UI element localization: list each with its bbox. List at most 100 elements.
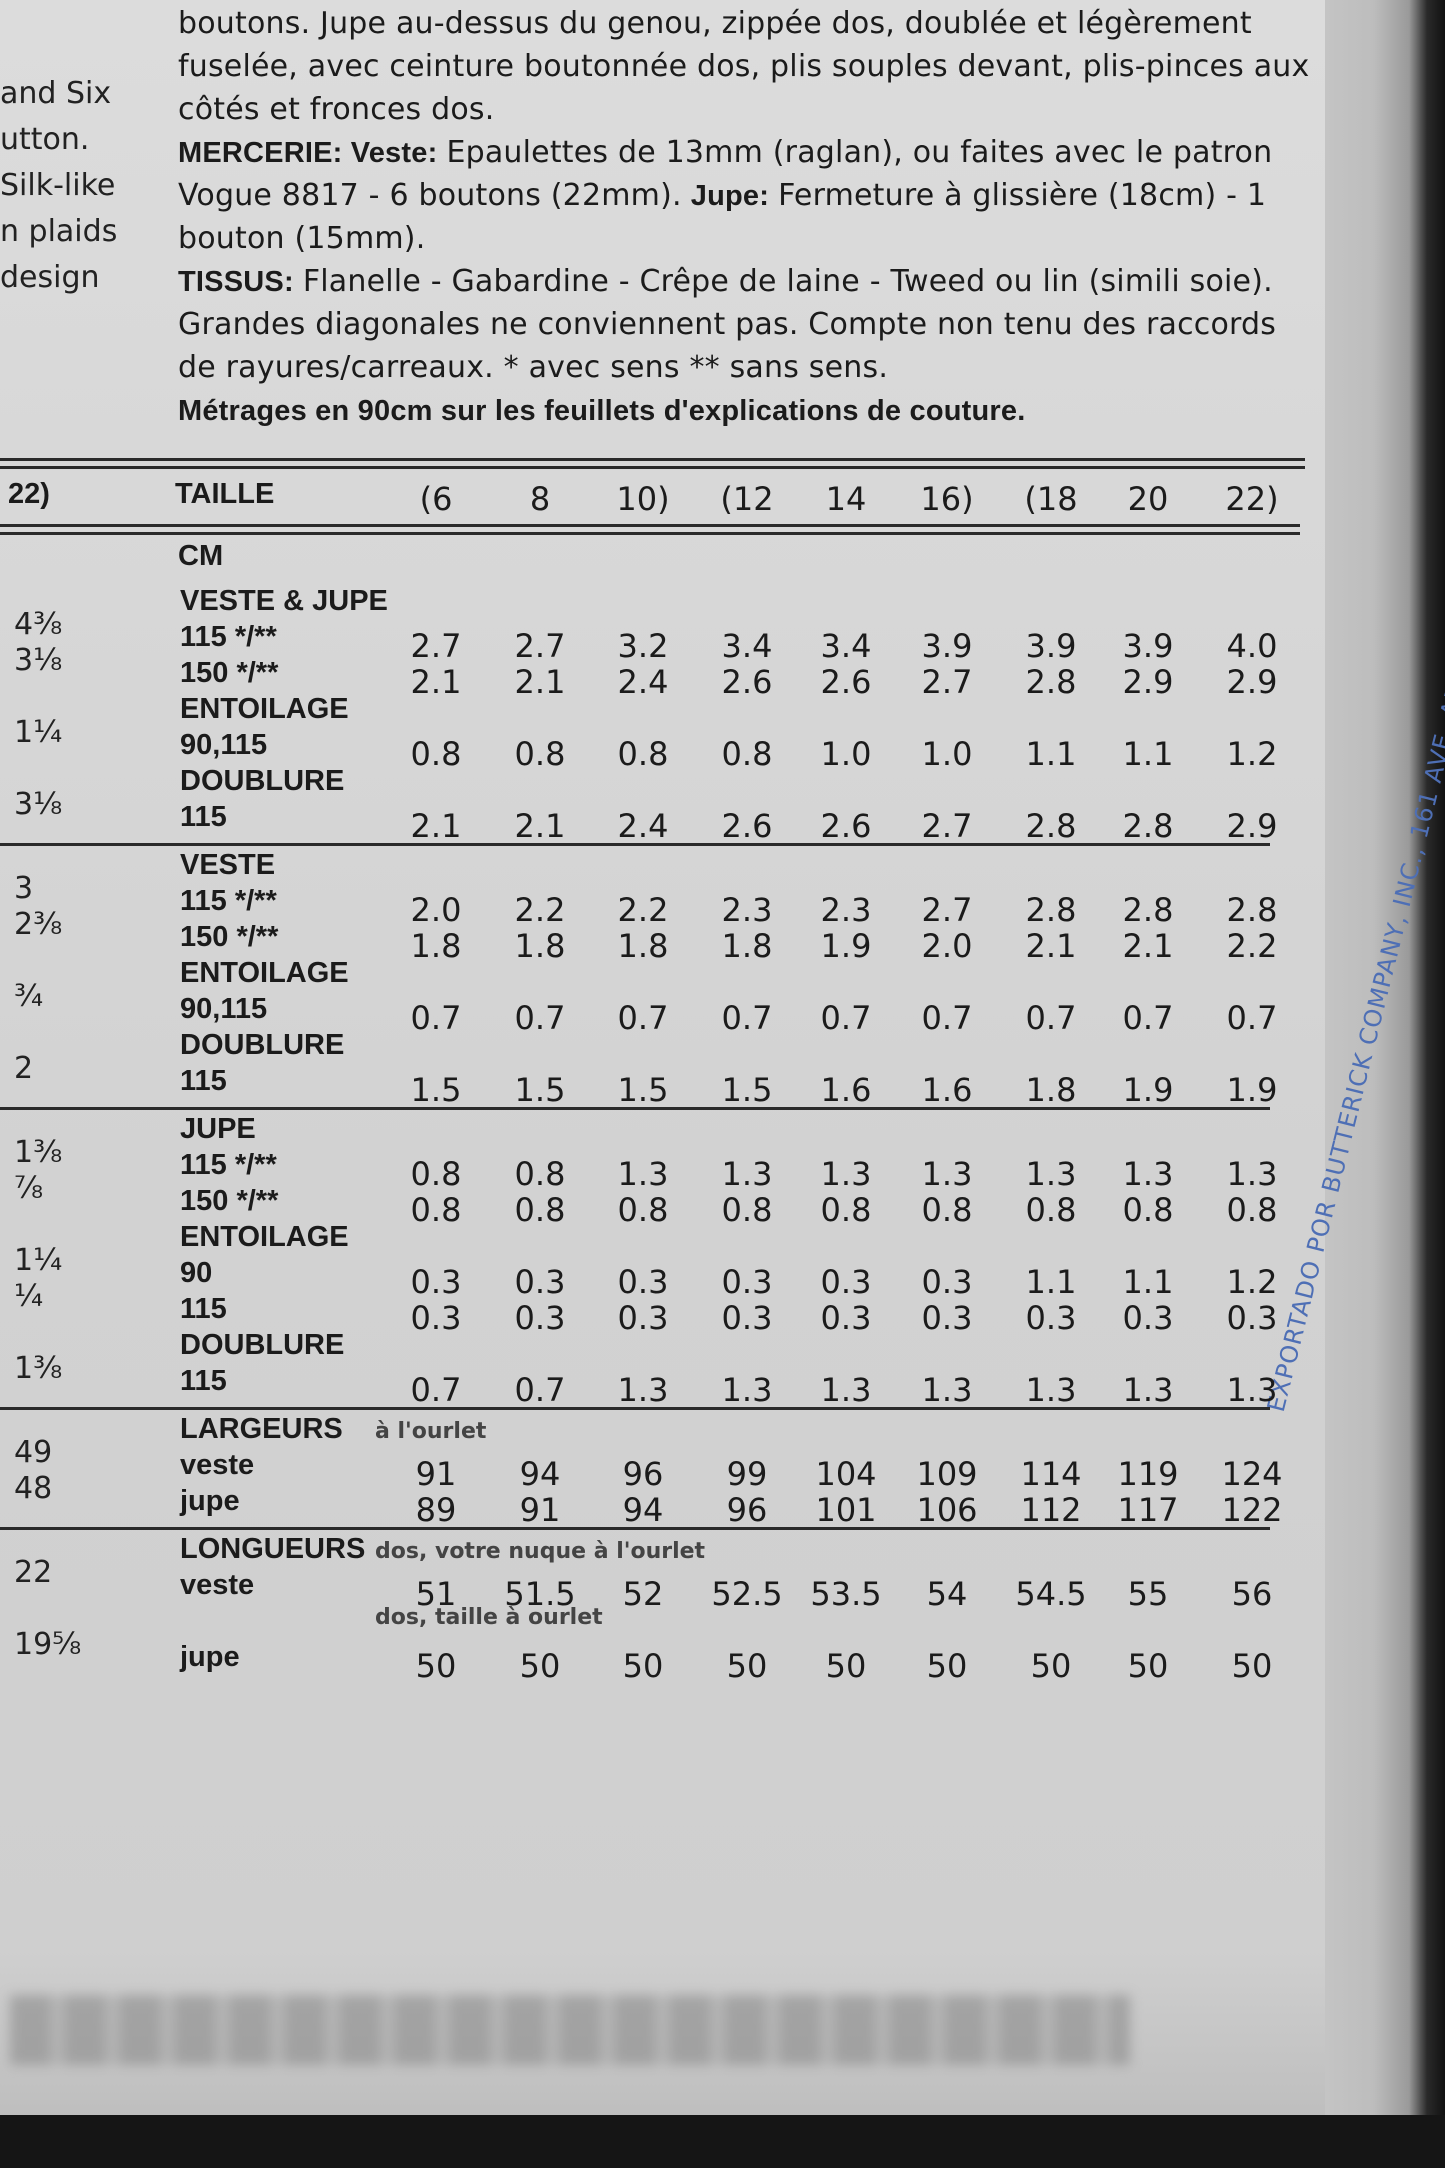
size: 22) bbox=[1225, 480, 1279, 518]
text: fuselée, avec ceinture boutonnée dos, pl… bbox=[178, 49, 1310, 84]
cell: 2.1 bbox=[410, 663, 462, 701]
cell: 0.7 bbox=[410, 999, 462, 1037]
cell: 89 bbox=[415, 1491, 457, 1529]
row-label: jupe bbox=[180, 1641, 240, 1673]
cell: 1.8 bbox=[514, 927, 566, 965]
cell: 2.4 bbox=[617, 663, 669, 701]
row-label: 150 */** bbox=[180, 921, 279, 953]
cell: 94 bbox=[519, 1455, 561, 1493]
text: côtés et fronces dos. bbox=[178, 92, 495, 127]
cell: 1.8 bbox=[410, 927, 462, 965]
cell: 56 bbox=[1231, 1575, 1273, 1613]
cell: 1.3 bbox=[617, 1155, 669, 1193]
left-fragment: 1⅜ bbox=[14, 1351, 63, 1386]
row-heading: dos, taille à ourlet bbox=[375, 1605, 603, 1630]
cell: 1.1 bbox=[1122, 1263, 1174, 1301]
cell: 0.3 bbox=[617, 1299, 669, 1337]
description-line: TISSUS: Flanelle - Gabardine - Crêpe de l… bbox=[178, 264, 1282, 299]
text: boutons. Jupe au-dessus du genou, zippée… bbox=[178, 6, 1252, 41]
row-heading: DOUBLURE bbox=[180, 765, 345, 797]
description-line: Vogue 8817 - 6 boutons (22mm). Jupe: Ferme… bbox=[178, 178, 1275, 213]
bold-text: Métrages en 90cm sur les feuillets d'exp… bbox=[178, 395, 1026, 427]
row-label: jupe bbox=[180, 1485, 240, 1517]
cell: 1.3 bbox=[617, 1371, 669, 1409]
cell: 1.5 bbox=[410, 1071, 462, 1109]
cell: 101 bbox=[815, 1491, 877, 1529]
size: 10) bbox=[616, 480, 670, 518]
cell: 1.9 bbox=[1226, 1071, 1278, 1109]
section-note: dos, votre nuque à l'ourlet bbox=[375, 1539, 706, 1564]
rule bbox=[0, 532, 1300, 535]
cell: 124 bbox=[1221, 1455, 1283, 1493]
cell: 52.5 bbox=[711, 1575, 783, 1613]
cell: 50 bbox=[1030, 1647, 1072, 1685]
rule bbox=[0, 1107, 1270, 1110]
cell: 2.7 bbox=[410, 627, 462, 665]
cell: 2.8 bbox=[1122, 891, 1174, 929]
cell: 1.5 bbox=[514, 1071, 566, 1109]
cell: 0.8 bbox=[617, 735, 669, 773]
left-fragment: and Six bbox=[0, 76, 112, 111]
cell: 0.8 bbox=[1226, 1191, 1278, 1229]
cell: 1.5 bbox=[721, 1071, 773, 1109]
cell: 1.3 bbox=[1122, 1155, 1174, 1193]
cell: 1.3 bbox=[921, 1371, 973, 1409]
left-fragment: ¾ bbox=[14, 979, 44, 1014]
cell: 2.1 bbox=[410, 807, 462, 845]
rule bbox=[0, 524, 1300, 527]
cell: 55 bbox=[1127, 1575, 1169, 1613]
cell: 53.5 bbox=[810, 1575, 882, 1613]
row-label: 115 */** bbox=[180, 885, 277, 917]
cell: 0.8 bbox=[820, 1191, 872, 1229]
section-title: LONGUEURS bbox=[180, 1533, 366, 1565]
cell: 0.3 bbox=[921, 1299, 973, 1337]
dark-background bbox=[0, 2115, 1445, 2168]
row-label: veste bbox=[180, 1569, 255, 1601]
size: (6 bbox=[419, 480, 453, 518]
cell: 1.9 bbox=[820, 927, 872, 965]
header-left: 22) bbox=[8, 478, 50, 510]
section-title: VESTE bbox=[180, 849, 276, 881]
cell: 0.8 bbox=[514, 735, 566, 773]
row-label: 90,115 bbox=[180, 993, 268, 1025]
cell: 0.3 bbox=[410, 1299, 462, 1337]
cell: 2.6 bbox=[721, 663, 773, 701]
cell: 50 bbox=[825, 1647, 867, 1685]
cell: 2.8 bbox=[1025, 807, 1077, 845]
row-label: 150 */** bbox=[180, 657, 279, 689]
row-label: 90,115 bbox=[180, 729, 268, 761]
cell: 1.2 bbox=[1226, 735, 1278, 773]
row-heading: DOUBLURE bbox=[180, 1029, 345, 1061]
cell: 2.6 bbox=[721, 807, 773, 845]
cell: 1.6 bbox=[820, 1071, 872, 1109]
text: bouton (15mm). bbox=[178, 221, 426, 256]
left-fragment: 1¼ bbox=[14, 715, 63, 750]
cell: 1.3 bbox=[1025, 1371, 1077, 1409]
size: 16) bbox=[920, 480, 974, 518]
cell: 1.3 bbox=[1025, 1155, 1077, 1193]
rule bbox=[0, 466, 1305, 469]
cell: 0.7 bbox=[1226, 999, 1278, 1037]
cell: 0.3 bbox=[1025, 1299, 1077, 1337]
cell: 117 bbox=[1117, 1491, 1179, 1529]
left-fragment: 2⅜ bbox=[14, 907, 63, 942]
left-fragment: 49 bbox=[14, 1435, 53, 1470]
cell: 1.5 bbox=[617, 1071, 669, 1109]
cell: 0.8 bbox=[410, 1155, 462, 1193]
rule bbox=[0, 458, 1305, 461]
cell: 0.7 bbox=[921, 999, 973, 1037]
section-title: JUPE bbox=[180, 1113, 256, 1145]
cell: 1.3 bbox=[820, 1371, 872, 1409]
cell: 2.0 bbox=[410, 891, 462, 929]
cell: 91 bbox=[519, 1491, 561, 1529]
cell: 50 bbox=[726, 1647, 768, 1685]
left-fragment: ⅞ bbox=[14, 1171, 44, 1206]
cell: 0.8 bbox=[921, 1191, 973, 1229]
row-heading: DOUBLURE bbox=[180, 1329, 345, 1361]
left-fragment: 3 bbox=[14, 871, 34, 906]
cell: 104 bbox=[815, 1455, 877, 1493]
cell: 54 bbox=[926, 1575, 968, 1613]
cell: 50 bbox=[622, 1647, 664, 1685]
description-line: MERCERIE: Veste: Epaulettes de 13mm (ragl… bbox=[178, 135, 1281, 170]
